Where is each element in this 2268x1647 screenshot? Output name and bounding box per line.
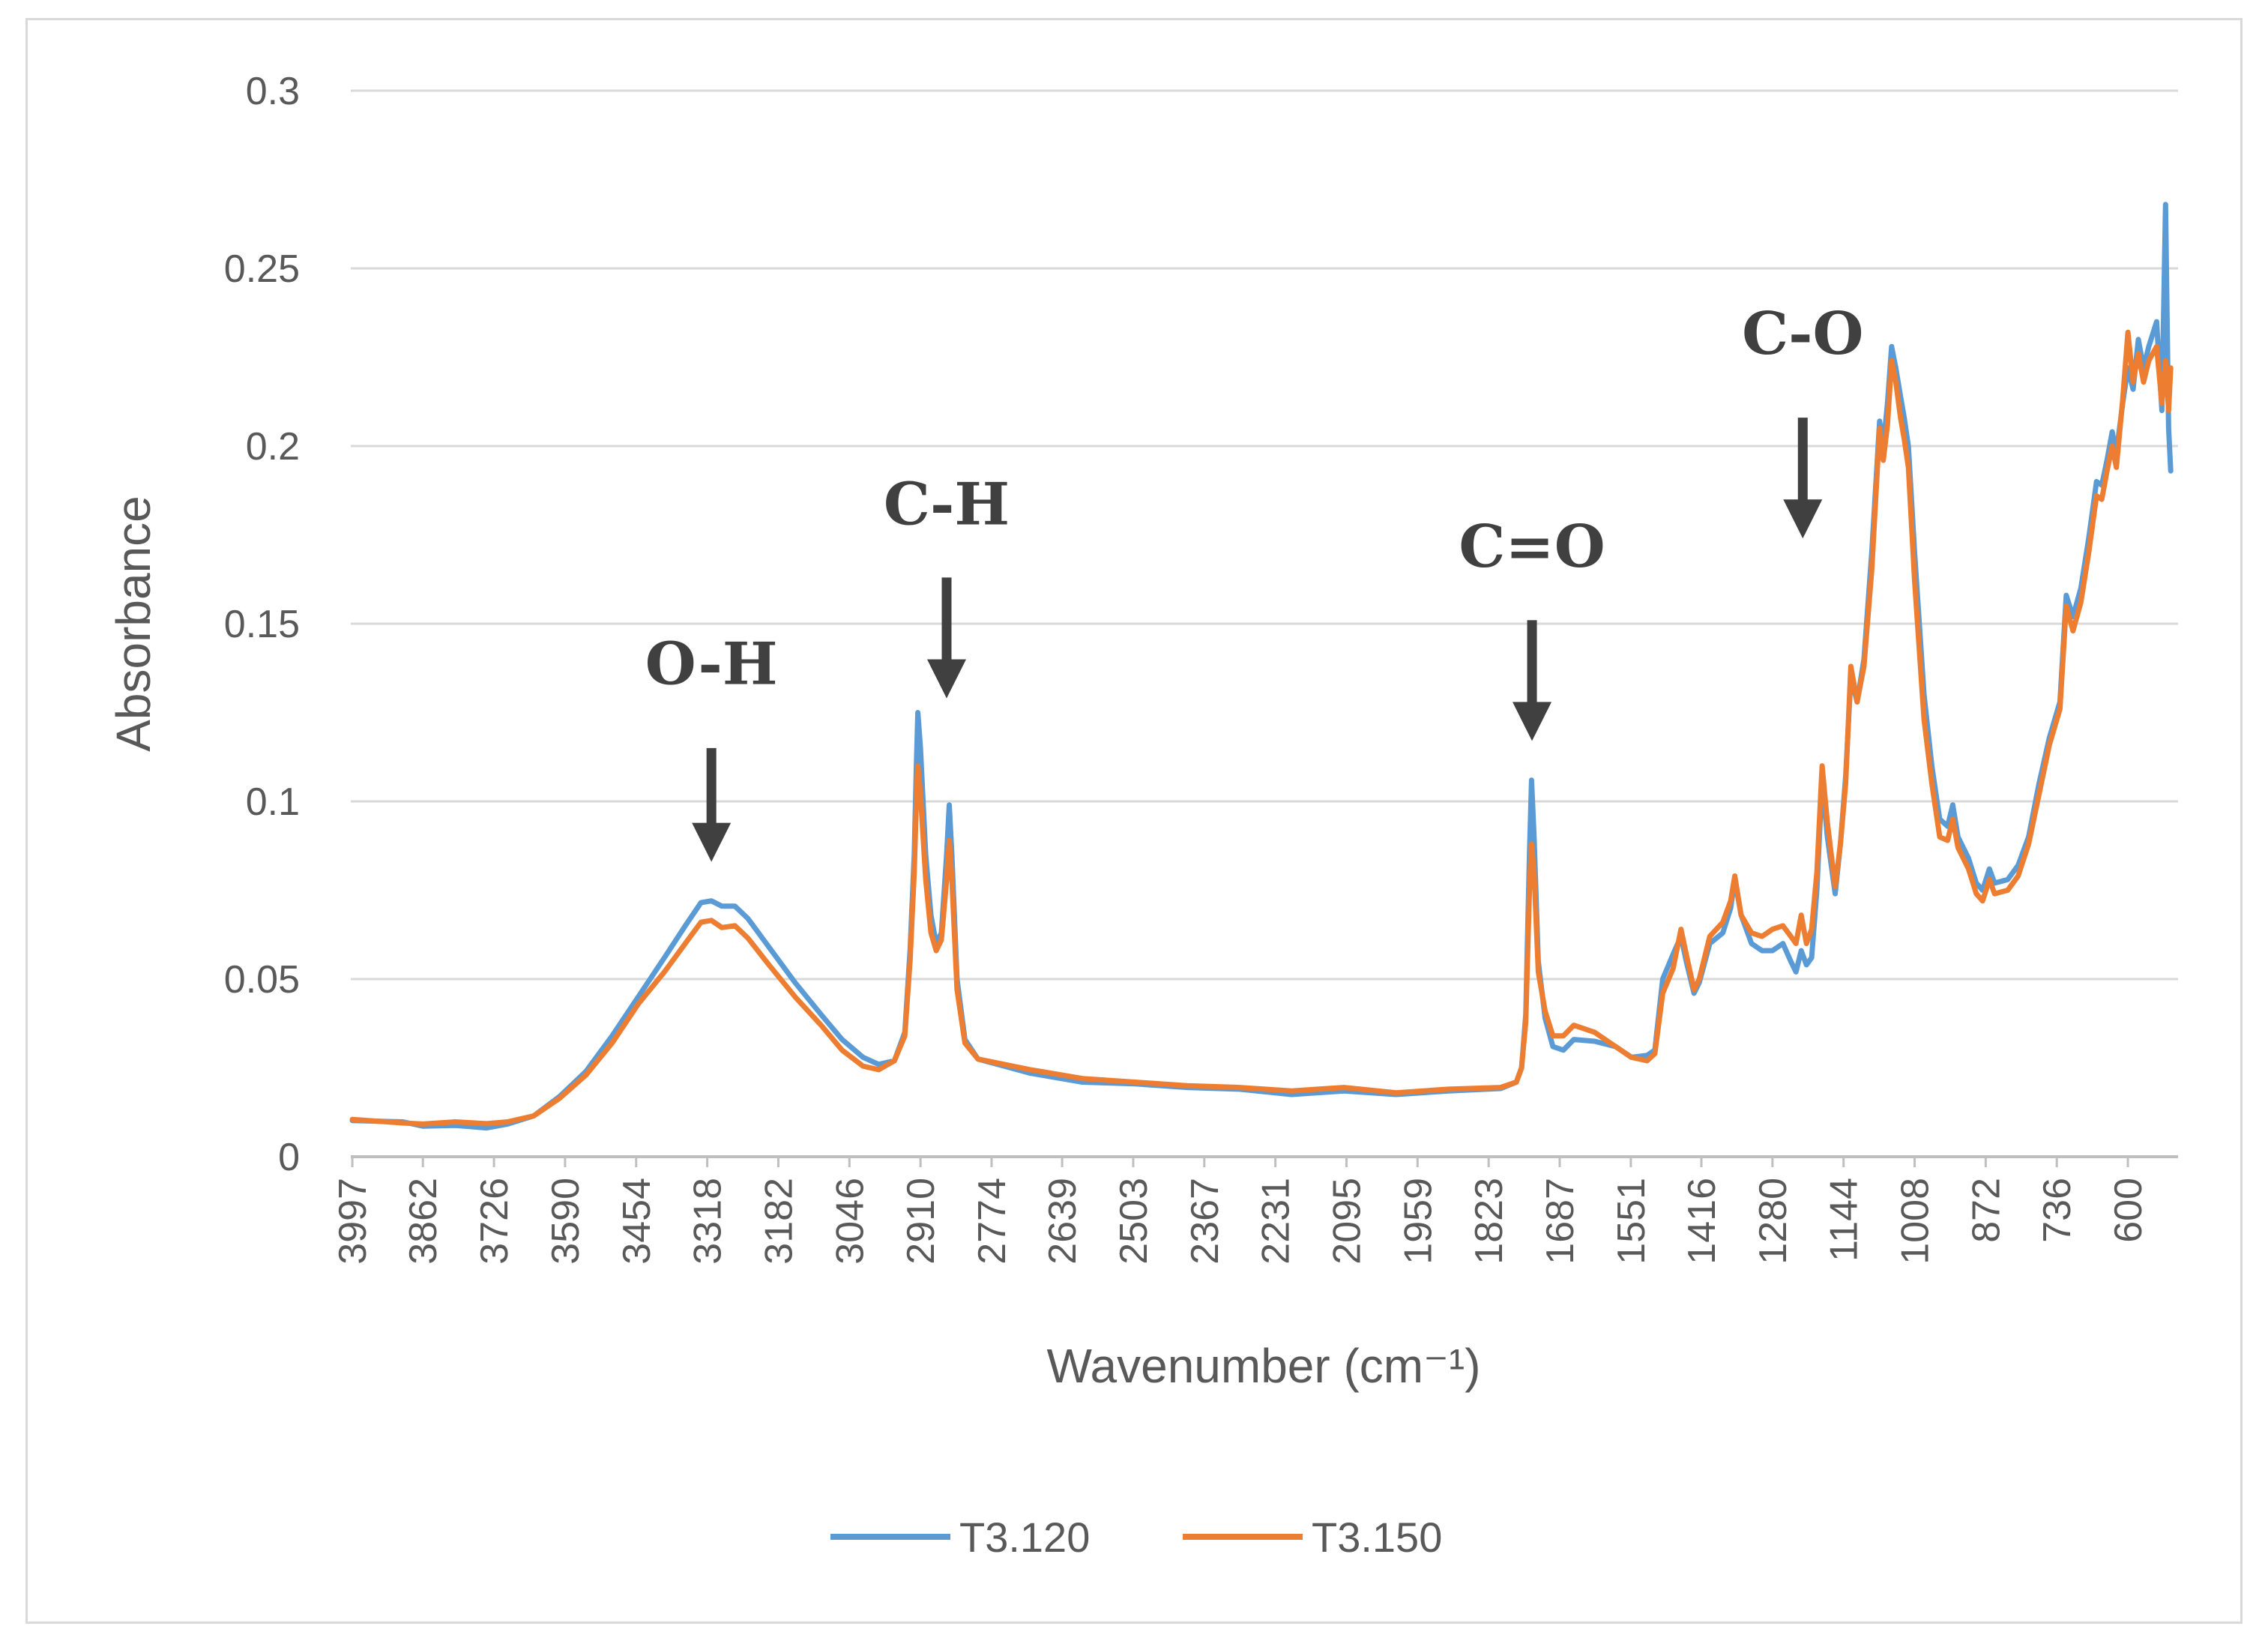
series-line — [349, 329, 2174, 1127]
x-tick-label: 2095 — [1325, 1178, 1369, 1265]
x-tick-label: 1687 — [1539, 1178, 1582, 1265]
x-tick-label: 2503 — [1112, 1178, 1156, 1265]
x-tick-label: 3997 — [331, 1178, 375, 1265]
x-axis-title: Wavenumber (cm⁻¹) — [1046, 1339, 1480, 1393]
x-tick-label: 3046 — [828, 1178, 872, 1265]
x-tick-label: 3318 — [687, 1178, 730, 1265]
gridlines — [351, 89, 2178, 1158]
y-axis-ticks: 0 0.05 0.1 0.15 0.2 0.25 0.3 — [224, 70, 300, 1179]
x-tick-label: 2231 — [1255, 1178, 1298, 1265]
x-tick-label: 3726 — [473, 1178, 516, 1265]
y-tick-label: 0.2 — [246, 425, 300, 469]
peak-arrow-head — [1783, 499, 1823, 539]
y-tick-label: 0.3 — [246, 70, 300, 113]
x-tick-label: 2639 — [1041, 1178, 1085, 1265]
x-tick-label: 600 — [2107, 1178, 2150, 1243]
y-tick-label: 0.05 — [224, 958, 300, 1002]
y-tick-label: 0.15 — [224, 603, 300, 646]
peak-arrow-head — [927, 659, 966, 699]
peak-label: C=O — [1459, 513, 1605, 581]
peak-label: C-O — [1742, 300, 1863, 368]
x-tick-label: 3454 — [615, 1178, 659, 1265]
x-tick-label: 1551 — [1610, 1178, 1653, 1265]
x-tick-label: 1008 — [1894, 1178, 1937, 1265]
annotations: O-H C-H C=O C-O — [645, 300, 1863, 862]
peak-arrow-head — [692, 822, 732, 862]
x-tick-label: 736 — [2036, 1178, 2079, 1243]
series-line — [349, 202, 2174, 1131]
x-tick-label: 1280 — [1752, 1178, 1795, 1265]
x-tick-label: 3590 — [544, 1178, 588, 1265]
x-tick-label: 872 — [1964, 1178, 2008, 1243]
x-tick-label: 2367 — [1183, 1178, 1227, 1265]
x-tick-label: 2774 — [971, 1178, 1014, 1265]
peak-label: C-H — [884, 470, 1010, 538]
peak-arrow-head — [1512, 702, 1552, 741]
y-tick-label: 0 — [278, 1136, 300, 1179]
x-tick-label: 1959 — [1396, 1178, 1440, 1265]
series-layer — [349, 202, 2174, 1131]
chart-frame — [25, 18, 2243, 1624]
x-axis-ticks: 3997 3862 3726 3590 3454 3318 3182 3046 2910 2774… — [331, 1157, 2150, 1265]
y-axis-title: Absorbance — [106, 496, 160, 752]
y-tick-label: 0.25 — [224, 247, 300, 291]
legend: T3.120 T3.150 — [830, 1514, 1442, 1561]
x-tick-label: 1416 — [1680, 1178, 1724, 1265]
x-tick-label: 1823 — [1468, 1178, 1511, 1265]
x-tick-label: 3182 — [757, 1178, 800, 1265]
legend-label: T3.150 — [1312, 1514, 1442, 1561]
x-tick-label: 1144 — [1823, 1178, 1866, 1262]
peak-label: O-H — [645, 630, 778, 699]
legend-label: T3.120 — [959, 1514, 1090, 1561]
y-tick-label: 0.1 — [246, 780, 300, 824]
x-tick-label: 2910 — [899, 1178, 943, 1265]
x-tick-label: 3862 — [402, 1178, 445, 1265]
